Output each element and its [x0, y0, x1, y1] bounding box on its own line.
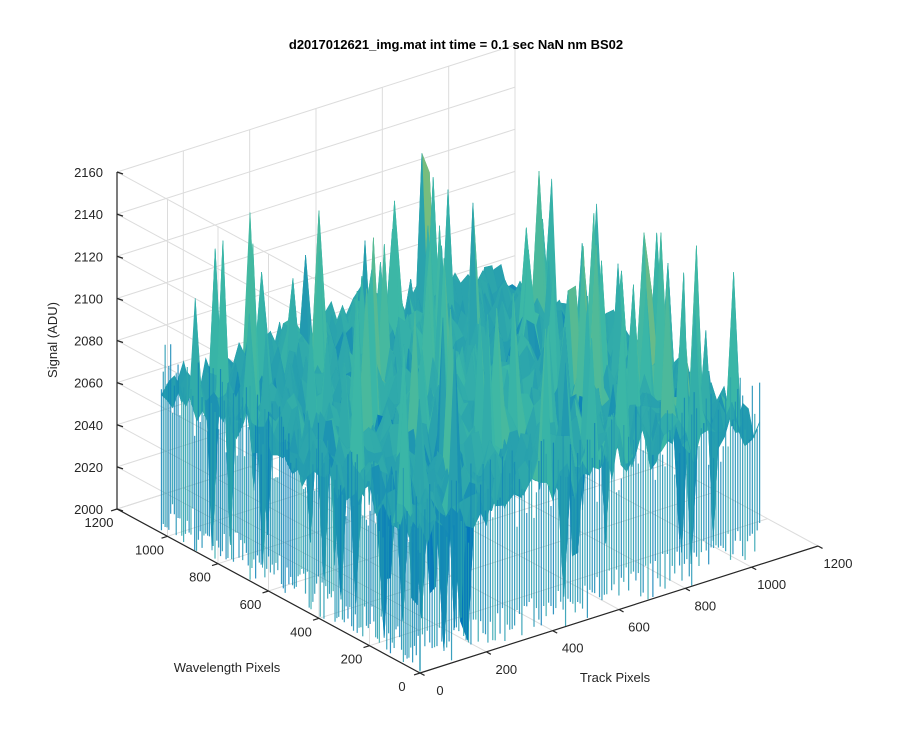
- chart-title: d2017012621_img.mat int time = 0.1 sec N…: [289, 37, 623, 52]
- z-tick-label: 2020: [74, 460, 103, 475]
- tick-labels: 0 200 400 600 800 1000 1200 0 200 400 600 800 1000 12…: [74, 165, 852, 698]
- z-tick-mark: [116, 382, 124, 386]
- y-tick-label: 800: [189, 570, 211, 585]
- x-axis-label: Track Pixels: [580, 670, 651, 685]
- x-tick-label: 400: [562, 641, 584, 656]
- grid-line: [116, 170, 516, 299]
- y-tick-mark: [363, 645, 370, 649]
- x-tick-mark: [817, 545, 823, 549]
- z-tick-mark: [116, 171, 124, 175]
- y-tick-mark: [413, 672, 421, 676]
- y-tick-mark: [262, 590, 269, 594]
- y-tick-label: 1200: [85, 515, 114, 530]
- y-tick-mark: [211, 563, 219, 567]
- z-tick-label: 2060: [74, 376, 103, 391]
- y-tick-label: 400: [290, 624, 312, 639]
- x-tick-mark: [486, 651, 492, 655]
- y-tick-label: 200: [341, 652, 363, 667]
- z-tick-label: 2000: [74, 502, 103, 517]
- surface-mesh: [160, 153, 761, 672]
- y-tick-mark: [110, 508, 118, 512]
- grid-line: [116, 44, 516, 173]
- y-axis-label: Wavelength Pixels: [174, 660, 281, 675]
- axis-lines: [110, 171, 823, 676]
- y-tick-label: 1000: [135, 542, 164, 557]
- z-tick-mark: [116, 508, 124, 512]
- z-tick-mark: [116, 424, 124, 428]
- y-tick-mark: [161, 535, 168, 539]
- z-axis-label: Signal (ADU): [45, 302, 60, 378]
- z-tick-label: 2100: [74, 291, 103, 306]
- z-tick-mark: [116, 255, 124, 259]
- x-tick-mark: [419, 672, 425, 676]
- x-tick-label: 600: [628, 620, 650, 635]
- x-tick-label: 0: [436, 683, 443, 698]
- x-tick-mark: [685, 587, 691, 592]
- z-tick-label: 2080: [74, 334, 103, 349]
- x-tick-mark: [751, 566, 757, 571]
- z-tick-label: 2040: [74, 418, 103, 433]
- x-tick-label: 200: [495, 662, 517, 677]
- z-tick-label: 2160: [74, 165, 103, 180]
- y-tick-mark: [312, 617, 320, 621]
- z-tick-label: 2120: [74, 249, 103, 264]
- z-tick-mark: [116, 213, 124, 217]
- x-tick-label: 1000: [757, 577, 786, 592]
- y-tick-label: 600: [240, 597, 262, 612]
- y-tick-label: 0: [398, 679, 405, 694]
- z-tick-mark: [116, 339, 124, 344]
- grid-line: [116, 128, 516, 257]
- z-tick-mark: [116, 297, 124, 301]
- z-tick-mark: [116, 466, 124, 470]
- grid-line: [116, 86, 516, 215]
- x-tick-mark: [618, 608, 624, 613]
- x-tick-label: 1200: [824, 556, 853, 571]
- x-tick-label: 800: [694, 598, 716, 613]
- z-tick-label: 2140: [74, 207, 103, 222]
- x-tick-mark: [552, 630, 558, 634]
